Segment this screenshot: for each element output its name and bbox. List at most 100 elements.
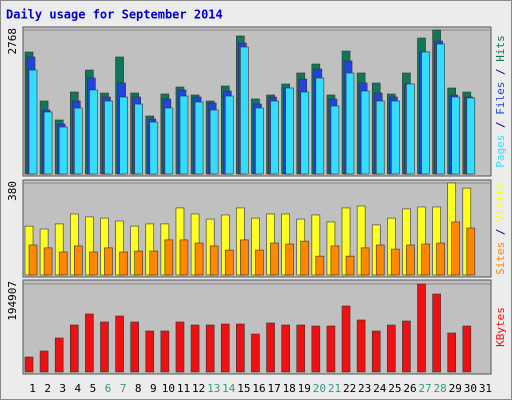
axis-legend: Sites / Visits xyxy=(494,182,507,275)
bar xyxy=(406,244,415,276)
bar xyxy=(179,95,189,175)
bar xyxy=(360,90,370,175)
bar xyxy=(149,121,159,175)
legend-entry: Files xyxy=(494,82,507,115)
bar xyxy=(164,239,174,276)
x-tick-label: 24 xyxy=(373,382,387,395)
bar xyxy=(300,91,310,175)
chart-title: Daily usage for September 2014 xyxy=(6,8,223,22)
x-tick-label: 20 xyxy=(313,382,326,395)
bar xyxy=(266,322,275,373)
legend-entry: KBytes xyxy=(494,307,507,347)
bar xyxy=(224,249,234,276)
bar xyxy=(406,83,415,175)
bar xyxy=(451,221,461,276)
bar xyxy=(345,72,355,175)
x-tick-label: 15 xyxy=(237,382,250,395)
bar xyxy=(311,325,321,373)
bar xyxy=(421,51,430,175)
x-tick-label: 7 xyxy=(120,382,127,395)
bar xyxy=(119,96,128,175)
bar xyxy=(421,243,430,276)
bar xyxy=(134,103,143,175)
bar xyxy=(205,324,215,373)
bar xyxy=(224,95,234,175)
legend-separator: / xyxy=(494,115,507,135)
x-tick-label: 27 xyxy=(418,382,431,395)
legend-entry: Pages xyxy=(494,135,507,168)
bar xyxy=(402,320,411,373)
x-tick-label: 8 xyxy=(135,382,142,395)
bar xyxy=(466,97,476,175)
bar xyxy=(451,96,461,175)
bar xyxy=(58,251,68,276)
bar xyxy=(300,240,310,276)
axis-legend: KBytes xyxy=(494,307,507,347)
bar xyxy=(285,243,294,276)
bar xyxy=(73,245,83,276)
legend-separator: / xyxy=(494,62,507,82)
bar xyxy=(100,321,109,373)
bar xyxy=(375,100,385,175)
bar xyxy=(89,251,98,276)
x-tick-label: 1 xyxy=(29,382,36,395)
bar xyxy=(209,109,219,175)
bar xyxy=(43,111,53,175)
x-tick-label: 22 xyxy=(343,382,356,395)
bar xyxy=(360,247,370,276)
bar xyxy=(175,321,185,373)
bar xyxy=(255,249,264,276)
legend-separator: / xyxy=(494,222,507,242)
bar xyxy=(251,333,260,373)
bar xyxy=(436,43,445,175)
bar xyxy=(417,283,426,373)
x-tick-label: 23 xyxy=(358,382,371,395)
bar xyxy=(164,107,174,175)
bar xyxy=(149,250,159,276)
bar xyxy=(330,105,340,175)
bar xyxy=(391,100,400,175)
bar xyxy=(296,324,306,373)
bar xyxy=(285,87,294,175)
bar xyxy=(330,245,340,276)
y-tick-label: 2768 xyxy=(6,28,19,55)
x-tick-label: 12 xyxy=(192,382,205,395)
bar xyxy=(194,101,204,175)
bar xyxy=(356,319,366,373)
bar xyxy=(179,239,189,276)
bar xyxy=(104,247,113,276)
x-tick-label: 14 xyxy=(222,382,236,395)
x-tick-label: 30 xyxy=(464,382,477,395)
bar xyxy=(130,321,139,373)
bar xyxy=(462,325,472,373)
bar xyxy=(194,242,204,276)
bar xyxy=(326,325,336,373)
bar xyxy=(345,255,355,276)
x-tick-label: 2 xyxy=(44,382,51,395)
bar xyxy=(85,313,94,373)
bar xyxy=(69,324,79,373)
bar xyxy=(240,46,249,175)
bar xyxy=(315,77,325,175)
x-tick-label: 13 xyxy=(207,382,220,395)
bar xyxy=(190,324,200,373)
x-tick-label: 31 xyxy=(479,382,492,395)
bar xyxy=(209,245,219,276)
bar xyxy=(24,356,34,373)
bar xyxy=(73,107,83,175)
bar xyxy=(447,332,457,373)
bar xyxy=(236,323,245,373)
bar xyxy=(436,242,445,276)
x-tick-label: 19 xyxy=(298,382,311,395)
bar xyxy=(39,350,49,373)
bar xyxy=(89,89,98,175)
bar xyxy=(58,126,68,175)
x-tick-label: 11 xyxy=(177,382,190,395)
legend-entry: Sites xyxy=(494,242,507,275)
bar xyxy=(432,293,441,373)
bar xyxy=(119,251,128,276)
bar xyxy=(375,244,385,276)
legend-entry: Visits xyxy=(494,182,507,222)
x-tick-label: 18 xyxy=(283,382,296,395)
x-tick-label: 6 xyxy=(105,382,112,395)
